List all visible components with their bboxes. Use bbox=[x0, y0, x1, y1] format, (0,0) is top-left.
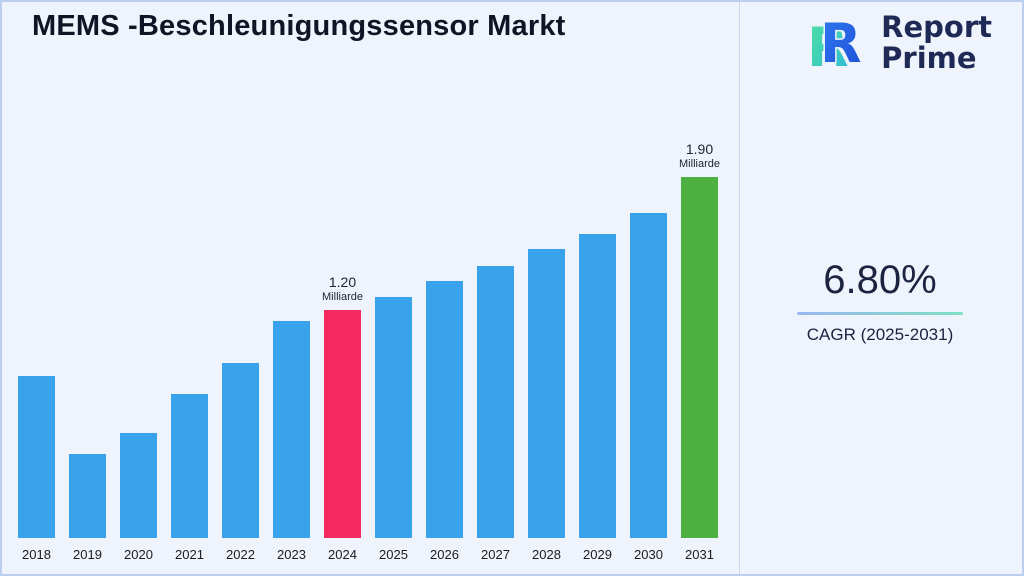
x-axis-label-2031: 2031 bbox=[685, 547, 714, 562]
bar-value-label-2031: 1.90 Milliarde bbox=[679, 141, 720, 170]
x-axis-label-2020: 2020 bbox=[124, 547, 153, 562]
bar-2024 bbox=[324, 310, 361, 538]
x-axis-label-2029: 2029 bbox=[583, 547, 612, 562]
cagr-label: CAGR (2025-2031) bbox=[806, 325, 954, 344]
x-axis-label-2024: 2024 bbox=[328, 547, 357, 562]
bar-column-2028 bbox=[528, 249, 565, 538]
bar-2021 bbox=[171, 394, 208, 538]
bar-column-2029 bbox=[579, 234, 616, 538]
report-prime-logo: R R Report Prime bbox=[807, 10, 992, 76]
bar-2031 bbox=[681, 177, 718, 538]
bar-column-2024: 1.20 Milliarde bbox=[322, 274, 363, 538]
bar-2023 bbox=[273, 321, 310, 538]
bar-chart-bars: 1.20 Milliarde 1.90 Milliarde bbox=[18, 134, 720, 538]
bar-2025 bbox=[375, 297, 412, 538]
cagr-panel: 6.80% CAGR (2025-2031) bbox=[749, 258, 1011, 345]
bar-2020 bbox=[120, 433, 157, 538]
cagr-value: 6.80% bbox=[823, 258, 937, 302]
bar-2022 bbox=[222, 363, 259, 538]
bar-column-2027 bbox=[477, 266, 514, 538]
bar-2018 bbox=[18, 376, 55, 538]
bar-2026 bbox=[426, 281, 463, 538]
svg-text:R: R bbox=[820, 12, 862, 74]
bar-chart: 1.20 Milliarde 1.90 Milliarde 2018 2019 2020 2… bbox=[18, 134, 720, 562]
x-axis-label-2021: 2021 bbox=[175, 547, 204, 562]
bar-2019 bbox=[69, 454, 106, 538]
logo-wordmark: Report Prime bbox=[881, 10, 992, 76]
bar-column-2030 bbox=[630, 213, 667, 538]
logo-word-report: Report bbox=[881, 10, 992, 44]
bar-2028 bbox=[528, 249, 565, 538]
page-title: MEMS -Beschleunigungssensor Markt bbox=[32, 10, 566, 42]
vertical-divider bbox=[739, 2, 740, 574]
bar-column-2020 bbox=[120, 433, 157, 538]
x-axis-label-2019: 2019 bbox=[73, 547, 102, 562]
bar-column-2023 bbox=[273, 321, 310, 538]
bar-column-2019 bbox=[69, 454, 106, 538]
x-axis-label-2026: 2026 bbox=[430, 547, 459, 562]
bar-column-2021 bbox=[171, 394, 208, 538]
x-axis-label-2022: 2022 bbox=[226, 547, 255, 562]
bar-2027 bbox=[477, 266, 514, 538]
bar-value-label-2024: 1.20 Milliarde bbox=[322, 274, 363, 303]
x-axis-label-2028: 2028 bbox=[532, 547, 561, 562]
bar-2029 bbox=[579, 234, 616, 538]
bar-column-2025 bbox=[375, 297, 412, 538]
x-axis-label-2030: 2030 bbox=[634, 547, 663, 562]
bar-column-2031: 1.90 Milliarde bbox=[679, 141, 720, 538]
x-axis-label-2018: 2018 bbox=[22, 547, 51, 562]
bar-chart-x-axis: 2018 2019 2020 2021 2022 2023 2024 2025 2026 2027… bbox=[18, 547, 718, 562]
x-axis-label-2023: 2023 bbox=[277, 547, 306, 562]
logo-word-prime: Prime bbox=[881, 41, 977, 76]
x-axis-label-2025: 2025 bbox=[379, 547, 408, 562]
bar-column-2026 bbox=[426, 281, 463, 538]
report-prime-logo-icon: R R bbox=[807, 12, 863, 74]
bar-2030 bbox=[630, 213, 667, 538]
x-axis-label-2027: 2027 bbox=[481, 547, 510, 562]
cagr-underline bbox=[797, 312, 963, 315]
svg-text:R: R bbox=[807, 16, 849, 74]
bar-column-2022 bbox=[222, 363, 259, 538]
bar-column-2018 bbox=[18, 376, 55, 538]
